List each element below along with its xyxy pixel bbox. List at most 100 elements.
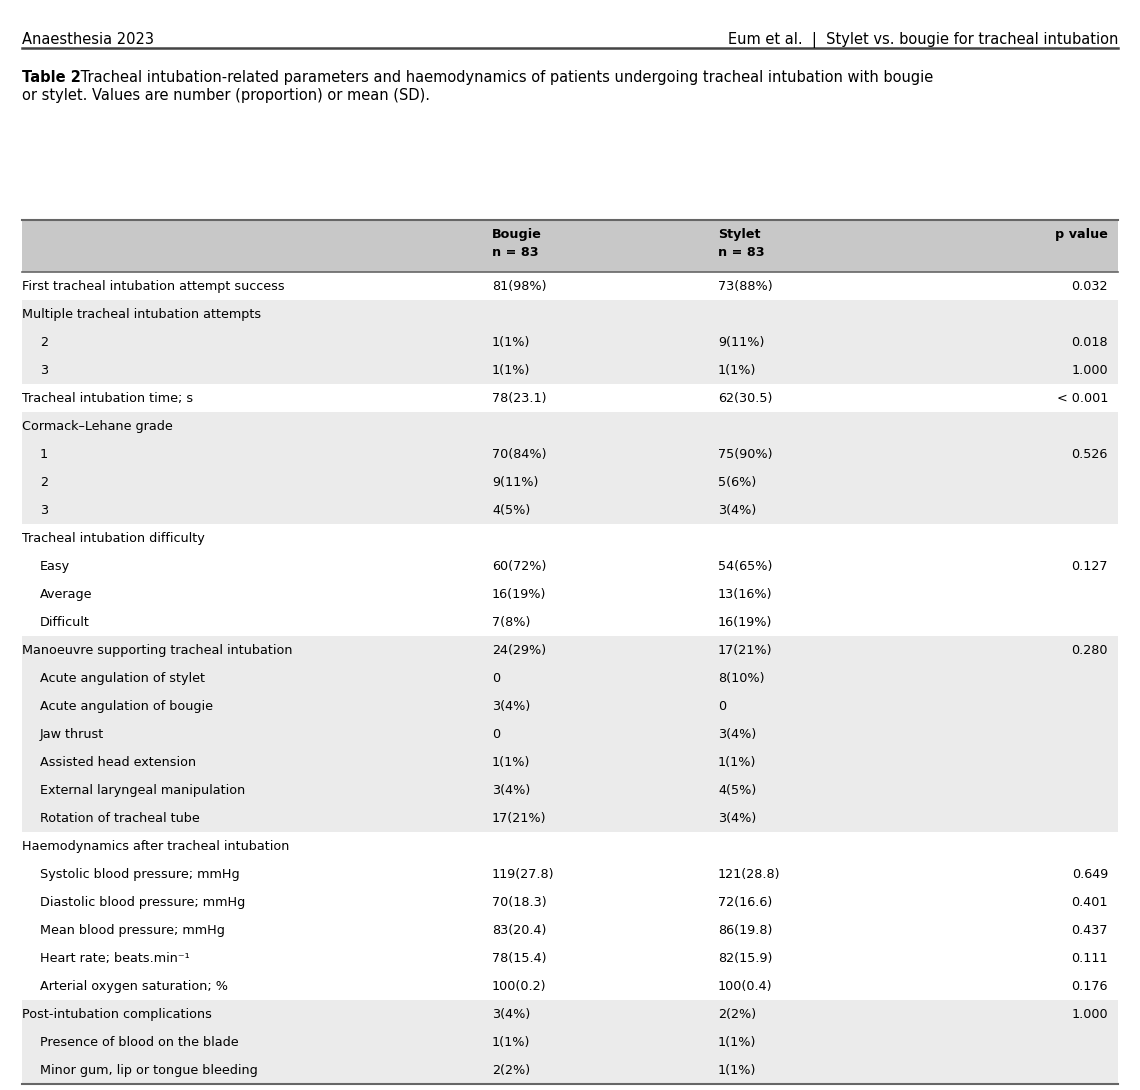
Text: 62(30.5): 62(30.5) [718, 392, 773, 405]
Text: Table 2: Table 2 [22, 70, 81, 85]
Text: 16(19%): 16(19%) [718, 616, 773, 629]
Text: 3: 3 [40, 364, 48, 377]
Text: Systolic blood pressure; mmHg: Systolic blood pressure; mmHg [40, 868, 239, 881]
Bar [22, 776, 1118, 804]
Bar [22, 328, 1118, 356]
Bar [22, 972, 1118, 1000]
Text: Acute angulation of bougie: Acute angulation of bougie [40, 700, 213, 713]
Text: 2(2%): 2(2%) [492, 1064, 530, 1077]
Bar [22, 692, 1118, 720]
Text: 0: 0 [492, 673, 500, 685]
Text: 3(4%): 3(4%) [492, 700, 530, 713]
Text: 0.032: 0.032 [1072, 280, 1108, 293]
Text: First tracheal intubation attempt success: First tracheal intubation attempt succes… [22, 280, 285, 293]
Text: 17(21%): 17(21%) [492, 812, 546, 825]
Text: 0.127: 0.127 [1072, 560, 1108, 573]
Text: 1.000: 1.000 [1072, 1008, 1108, 1021]
Text: Anaesthesia 2023: Anaesthesia 2023 [22, 32, 154, 47]
Bar [22, 272, 1118, 300]
Text: 3(4%): 3(4%) [492, 1008, 530, 1021]
Text: Eum et al.  |  Stylet vs. bougie for tracheal intubation: Eum et al. | Stylet vs. bougie for trach… [727, 32, 1118, 48]
Text: Assisted head extension: Assisted head extension [40, 756, 196, 770]
Text: 1(1%): 1(1%) [718, 1064, 756, 1077]
Text: 1(1%): 1(1%) [492, 1036, 530, 1049]
Bar [22, 1000, 1118, 1028]
Bar [22, 608, 1118, 635]
Bar [22, 220, 1118, 272]
Text: Heart rate; beats.min⁻¹: Heart rate; beats.min⁻¹ [40, 952, 189, 965]
Text: Manoeuvre supporting tracheal intubation: Manoeuvre supporting tracheal intubation [22, 644, 293, 657]
Text: 0.649: 0.649 [1072, 868, 1108, 881]
Text: Arterial oxygen saturation; %: Arterial oxygen saturation; % [40, 980, 228, 993]
Text: Rotation of tracheal tube: Rotation of tracheal tube [40, 812, 200, 825]
Text: Average: Average [40, 588, 92, 601]
Bar [22, 916, 1118, 944]
Text: Minor gum, lip or tongue bleeding: Minor gum, lip or tongue bleeding [40, 1064, 258, 1077]
Text: Difficult: Difficult [40, 616, 90, 629]
Text: 9(11%): 9(11%) [718, 336, 765, 349]
Text: 0: 0 [492, 728, 500, 741]
Bar [22, 888, 1118, 916]
Bar [22, 860, 1118, 888]
Text: 78(15.4): 78(15.4) [492, 952, 546, 965]
Bar [22, 384, 1118, 412]
Text: 2: 2 [40, 476, 48, 489]
Bar [22, 580, 1118, 608]
Text: Acute angulation of stylet: Acute angulation of stylet [40, 673, 205, 685]
Text: 0.401: 0.401 [1072, 896, 1108, 909]
Text: 81(98%): 81(98%) [492, 280, 546, 293]
Text: 3(4%): 3(4%) [718, 728, 756, 741]
Text: n = 83: n = 83 [492, 246, 538, 259]
Bar [22, 944, 1118, 972]
Text: 0.018: 0.018 [1072, 336, 1108, 349]
Text: Cormack–Lehane grade: Cormack–Lehane grade [22, 420, 173, 433]
Text: 9(11%): 9(11%) [492, 476, 538, 489]
Text: External laryngeal manipulation: External laryngeal manipulation [40, 784, 245, 797]
Text: 0.111: 0.111 [1072, 952, 1108, 965]
Bar [22, 440, 1118, 468]
Text: Diastolic blood pressure; mmHg: Diastolic blood pressure; mmHg [40, 896, 245, 909]
Text: 1: 1 [40, 448, 48, 461]
Bar [22, 748, 1118, 776]
Text: 16(19%): 16(19%) [492, 588, 546, 601]
Text: 3(4%): 3(4%) [718, 504, 756, 517]
Bar [22, 720, 1118, 748]
Bar [22, 1056, 1118, 1083]
Text: Tracheal intubation-related parameters and haemodynamics of patients undergoing : Tracheal intubation-related parameters a… [76, 70, 934, 85]
Bar [22, 300, 1118, 328]
Bar [22, 804, 1118, 832]
Text: 7(8%): 7(8%) [492, 616, 530, 629]
Text: Tracheal intubation difficulty: Tracheal intubation difficulty [22, 532, 205, 545]
Text: 0.437: 0.437 [1072, 924, 1108, 937]
Text: 82(15.9): 82(15.9) [718, 952, 773, 965]
Text: 86(19.8): 86(19.8) [718, 924, 773, 937]
Text: 100(0.2): 100(0.2) [492, 980, 546, 993]
Text: 100(0.4): 100(0.4) [718, 980, 773, 993]
Text: 3: 3 [40, 504, 48, 517]
Bar [22, 552, 1118, 580]
Text: n = 83: n = 83 [718, 246, 765, 259]
Text: 2: 2 [40, 336, 48, 349]
Text: 13(16%): 13(16%) [718, 588, 773, 601]
Text: 4(5%): 4(5%) [718, 784, 756, 797]
Text: 17(21%): 17(21%) [718, 644, 773, 657]
Text: 70(84%): 70(84%) [492, 448, 546, 461]
Text: 73(88%): 73(88%) [718, 280, 773, 293]
Text: 60(72%): 60(72%) [492, 560, 546, 573]
Text: Easy: Easy [40, 560, 71, 573]
Text: 72(16.6): 72(16.6) [718, 896, 772, 909]
Text: or stylet. Values are number (proportion) or mean (SD).: or stylet. Values are number (proportion… [22, 88, 430, 102]
Text: Multiple tracheal intubation attempts: Multiple tracheal intubation attempts [22, 308, 261, 320]
Text: 54(65%): 54(65%) [718, 560, 773, 573]
Text: Mean blood pressure; mmHg: Mean blood pressure; mmHg [40, 924, 225, 937]
Text: Post-intubation complications: Post-intubation complications [22, 1008, 212, 1021]
Bar [22, 832, 1118, 860]
Text: 75(90%): 75(90%) [718, 448, 773, 461]
Text: Tracheal intubation time; s: Tracheal intubation time; s [22, 392, 193, 405]
Text: 5(6%): 5(6%) [718, 476, 756, 489]
Text: 83(20.4): 83(20.4) [492, 924, 546, 937]
Text: 0.526: 0.526 [1072, 448, 1108, 461]
Bar [22, 1028, 1118, 1056]
Text: < 0.001: < 0.001 [1057, 392, 1108, 405]
Text: 0.280: 0.280 [1072, 644, 1108, 657]
